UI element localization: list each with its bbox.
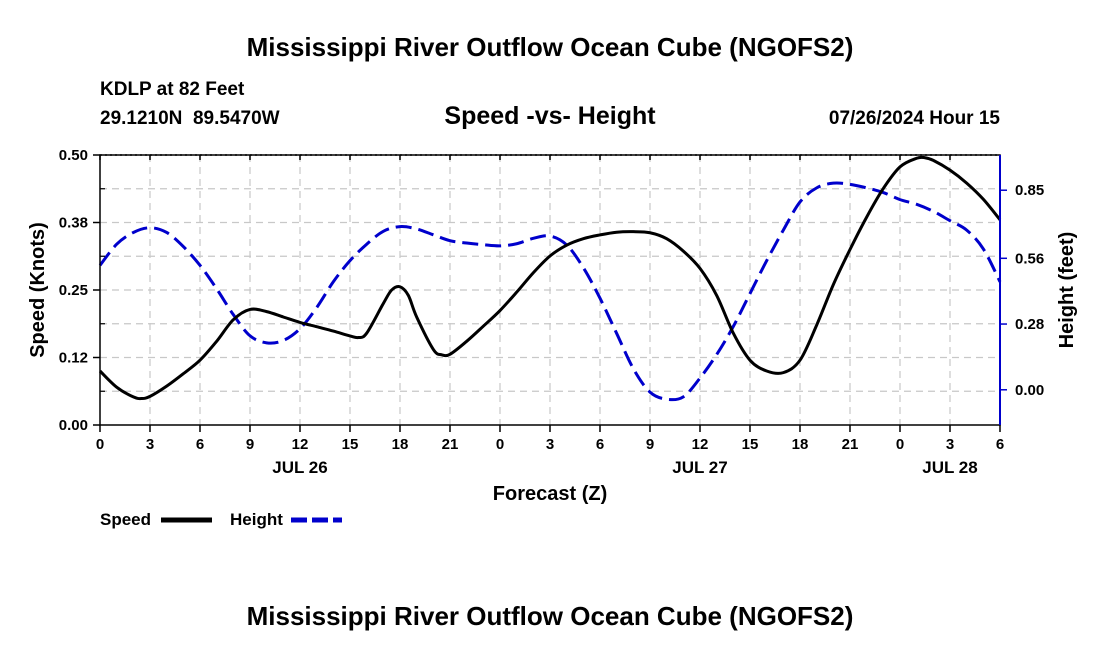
y-right-tick-label: 0.00 xyxy=(1015,382,1044,399)
station-label: KDLP at 82 Feet xyxy=(100,79,245,100)
y-left-tick-label: 0.12 xyxy=(59,350,88,367)
legend-label-speed: Speed xyxy=(100,510,151,529)
y-left-tick-label: 0.00 xyxy=(59,417,88,434)
x-tick-label: 3 xyxy=(146,436,154,453)
forecast-timestamp: 07/26/2024 Hour 15 xyxy=(829,108,1001,129)
x-tick-label: 3 xyxy=(946,436,954,453)
y-right-tick-label: 0.28 xyxy=(1015,316,1044,333)
legend: Speed Height xyxy=(100,510,342,529)
y-axis-right-label: Height (feet) xyxy=(1056,232,1078,349)
y-left-tick-label: 0.50 xyxy=(59,147,88,164)
x-tick-label: 0 xyxy=(496,436,504,453)
series-line-speed xyxy=(98,155,1002,401)
y-right-tick-label: 0.56 xyxy=(1015,250,1044,267)
x-tick-label: 0 xyxy=(96,436,104,453)
legend-label-height: Height xyxy=(230,510,283,529)
x-tick-label: 12 xyxy=(292,436,309,453)
x-date-label: JUL 28 xyxy=(922,458,977,477)
x-tick-label: 9 xyxy=(646,436,654,453)
series-line-height xyxy=(98,181,1002,402)
x-tick-label: 21 xyxy=(842,436,859,453)
chart-subtitle: Speed -vs- Height xyxy=(444,102,656,130)
x-tick-label: 3 xyxy=(546,436,554,453)
x-tick-label: 6 xyxy=(196,436,204,453)
y-axis-left-label: Speed (Knots) xyxy=(27,222,49,358)
x-date-label: JUL 26 xyxy=(272,458,327,477)
x-tick-label: 15 xyxy=(342,436,359,453)
x-tick-label: 9 xyxy=(246,436,254,453)
grid xyxy=(100,155,1000,425)
x-tick-label: 6 xyxy=(996,436,1004,453)
x-tick-label: 21 xyxy=(442,436,459,453)
x-tick-label: 12 xyxy=(692,436,709,453)
chart-title: Mississippi River Outflow Ocean Cube (NG… xyxy=(247,32,854,62)
series-layer xyxy=(98,155,1002,402)
x-tick-label: 0 xyxy=(896,436,904,453)
y-right-tick-label: 0.85 xyxy=(1015,182,1044,199)
x-tick-label: 18 xyxy=(392,436,409,453)
footer-title: Mississippi River Outflow Ocean Cube (NG… xyxy=(247,601,854,631)
x-tick-label: 15 xyxy=(742,436,759,453)
location-label: 29.1210N 89.5470W xyxy=(100,108,280,129)
x-date-label: JUL 27 xyxy=(672,458,727,477)
x-axis-label: Forecast (Z) xyxy=(493,483,607,505)
axes: 0 3 6 9 12 15 18 21 0 3 6 9 12 15 18 21 0 3 6 JUL 26 JUL 27 J… xyxy=(59,147,1044,477)
y-left-tick-label: 0.38 xyxy=(59,215,88,232)
y-left-tick-label: 0.25 xyxy=(59,282,88,299)
x-tick-label: 18 xyxy=(792,436,809,453)
x-tick-label: 6 xyxy=(596,436,604,453)
